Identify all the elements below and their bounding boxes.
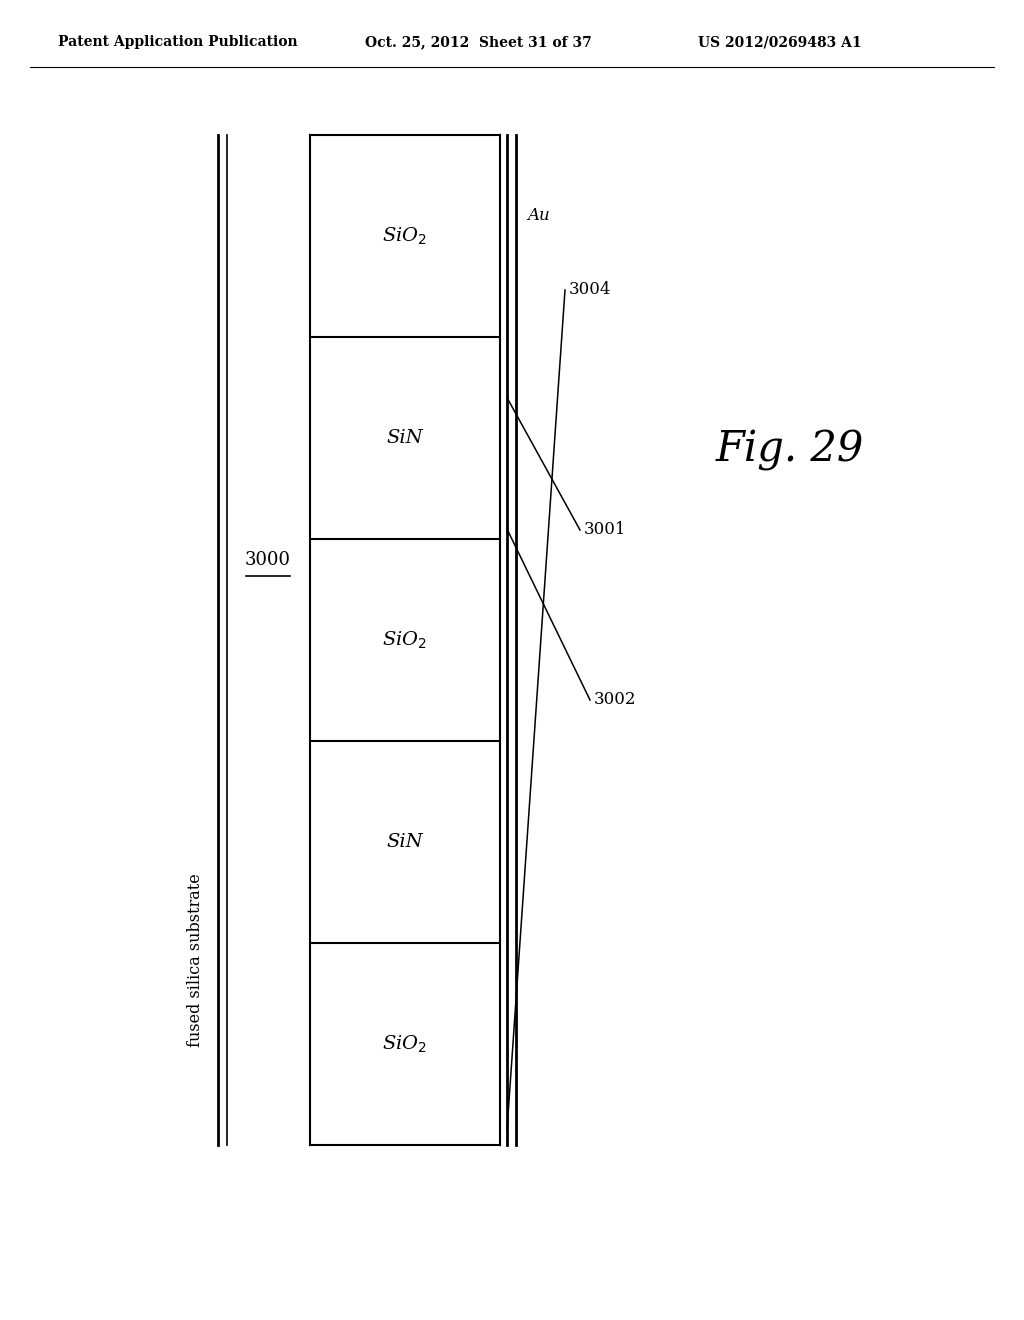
Text: Patent Application Publication: Patent Application Publication — [58, 36, 298, 49]
Text: Au: Au — [527, 206, 550, 223]
Text: SiN: SiN — [387, 833, 423, 851]
Text: 3000: 3000 — [245, 550, 291, 569]
Text: SiO$_2$: SiO$_2$ — [383, 1034, 427, 1055]
Text: 3004: 3004 — [569, 281, 611, 298]
Text: Fig. 29: Fig. 29 — [716, 429, 864, 471]
Text: US 2012/0269483 A1: US 2012/0269483 A1 — [698, 36, 861, 49]
Text: Oct. 25, 2012  Sheet 31 of 37: Oct. 25, 2012 Sheet 31 of 37 — [365, 36, 592, 49]
Text: 3001: 3001 — [584, 521, 627, 539]
Text: 3002: 3002 — [594, 692, 637, 709]
Text: SiN: SiN — [387, 429, 423, 447]
Text: SiO$_2$: SiO$_2$ — [383, 226, 427, 247]
Text: fused silica substrate: fused silica substrate — [186, 873, 204, 1047]
Text: SiO$_2$: SiO$_2$ — [383, 630, 427, 651]
